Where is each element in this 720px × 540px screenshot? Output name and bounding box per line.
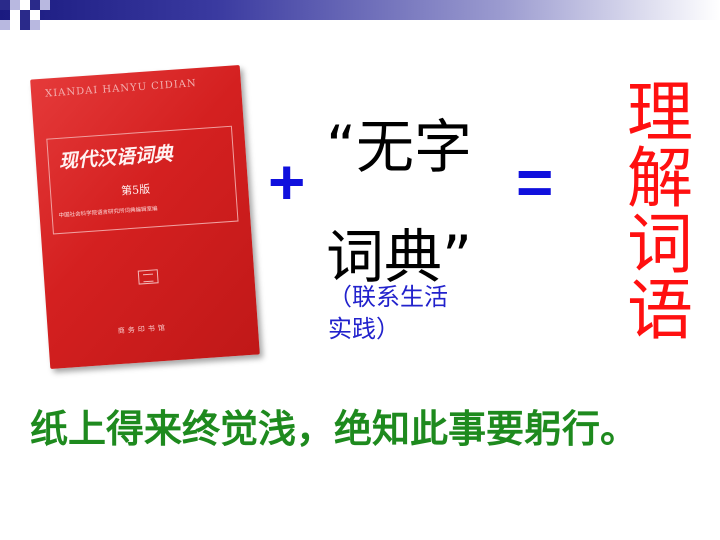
life-practice-note-line1: （联系生活 bbox=[328, 283, 448, 311]
header-square bbox=[30, 0, 40, 10]
book-pinyin-title: XIANDAI HANYU CIDIAN bbox=[44, 78, 198, 100]
wordless-dictionary-line1: “无字 bbox=[326, 113, 473, 181]
book-title-panel: 现代汉语词典 第5版 中国社会科学院语言研究所词典编辑室编 bbox=[46, 125, 239, 235]
book-cover: XIANDAI HANYU CIDIAN 现代汉语词典 第5版 中国社会科学院语… bbox=[30, 65, 260, 369]
book-publisher: 商务印书馆 bbox=[117, 323, 169, 336]
book-authors: 中国社会科学院语言研究所词典编辑室编 bbox=[58, 206, 158, 220]
header-square bbox=[40, 0, 50, 10]
poem-quote: 纸上得来终觉浅，绝知此事要躬行。 bbox=[30, 407, 639, 451]
understand-words-vertical: 理解词语 bbox=[627, 74, 693, 349]
equals-sign: = bbox=[516, 146, 554, 218]
header-square bbox=[0, 20, 10, 30]
header-square bbox=[10, 10, 20, 20]
wordless-dictionary-line2: 词典” bbox=[326, 223, 473, 291]
header-square bbox=[30, 10, 40, 20]
header-square bbox=[30, 20, 40, 30]
header-square bbox=[0, 0, 10, 10]
book-edition: 第5版 bbox=[120, 182, 151, 198]
header-square bbox=[20, 20, 30, 30]
header-square bbox=[10, 0, 20, 10]
book-title: 现代汉语词典 bbox=[58, 142, 174, 173]
life-practice-note-line2: 实践） bbox=[328, 315, 400, 343]
header-square bbox=[20, 0, 30, 10]
header-band bbox=[0, 0, 720, 20]
book-emblem-icon bbox=[137, 269, 159, 285]
header-square bbox=[20, 10, 30, 20]
plus-sign: + bbox=[268, 146, 306, 218]
dictionary-book-image: XIANDAI HANYU CIDIAN 现代汉语词典 第5版 中国社会科学院语… bbox=[30, 65, 260, 369]
